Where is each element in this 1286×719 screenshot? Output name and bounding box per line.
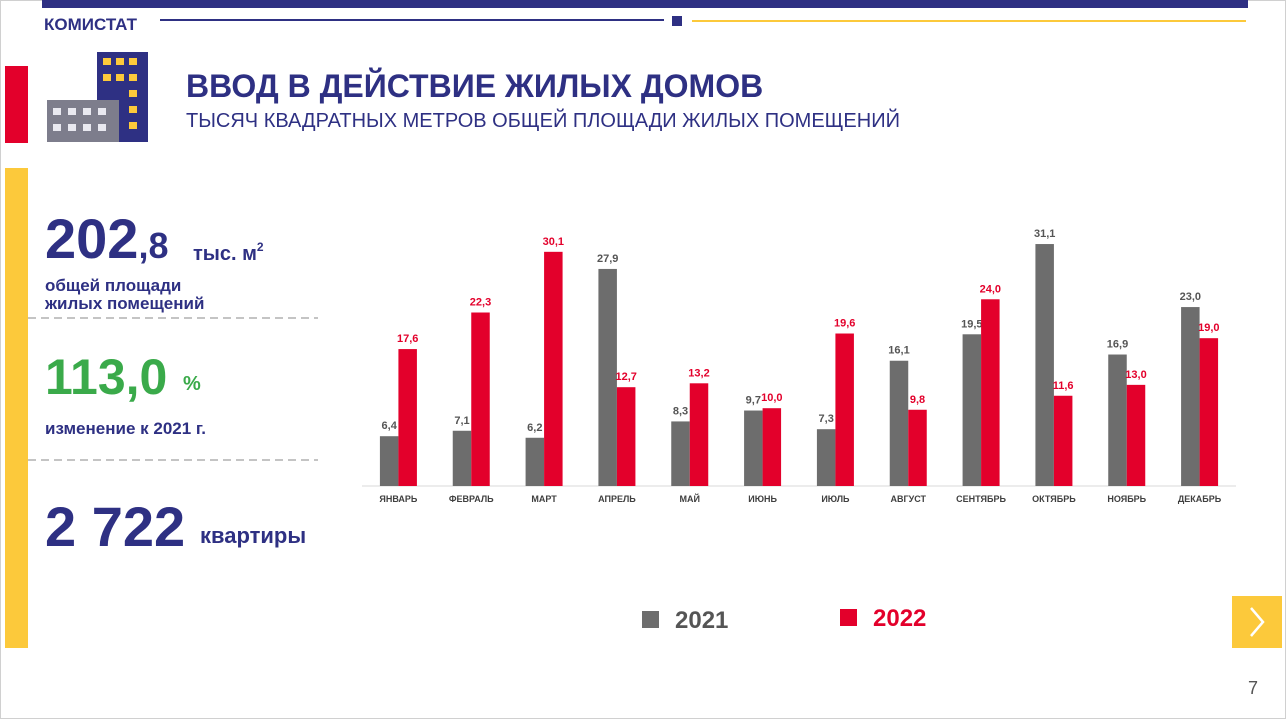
bar xyxy=(1035,244,1054,486)
value-label: 9,8 xyxy=(910,394,925,406)
value-label: 7,3 xyxy=(819,413,834,425)
x-tick-label: АВГУСТ xyxy=(891,494,927,504)
value-label: 11,6 xyxy=(1053,380,1074,392)
top-bar xyxy=(42,0,1248,8)
bar xyxy=(816,429,836,486)
value-label: 16,9 xyxy=(1107,339,1128,351)
x-tick-label: ОКТЯБРЬ xyxy=(1032,494,1076,504)
bar xyxy=(525,437,545,486)
value-label: 17,6 xyxy=(397,333,418,345)
bar xyxy=(598,268,617,486)
value-label: 24,0 xyxy=(980,283,1001,295)
next-arrow xyxy=(1250,607,1265,637)
kpi-label: общей площади xyxy=(45,276,181,295)
side-bar xyxy=(5,168,28,648)
kpi-unit: % xyxy=(183,373,201,395)
kpi-value: 2 722 xyxy=(45,495,185,558)
value-label: 19,0 xyxy=(1198,322,1219,334)
kpi-value: 113,0 xyxy=(45,349,167,405)
legend-label: 2022 xyxy=(873,605,926,632)
bar xyxy=(544,251,563,486)
kpi-unit: квартиры xyxy=(200,523,306,548)
x-tick-label: МАРТ xyxy=(531,494,557,504)
value-label: 27,9 xyxy=(597,253,618,265)
x-tick-label: ДЕКАБРЬ xyxy=(1178,494,1222,504)
value-label: 19,6 xyxy=(834,318,855,330)
value-label: 8,3 xyxy=(673,405,688,417)
value-label: 7,1 xyxy=(454,415,469,427)
legend-swatch xyxy=(642,611,659,628)
page-number: 7 xyxy=(1248,678,1258,698)
bar xyxy=(1053,395,1073,486)
x-tick-label: ИЮЛЬ xyxy=(821,494,850,504)
x-tick-label: ЯНВАРЬ xyxy=(379,494,418,504)
value-label: 6,2 xyxy=(527,422,542,434)
x-tick-label: СЕНТЯБРЬ xyxy=(956,494,1006,504)
value-label: 23,0 xyxy=(1180,291,1201,303)
value-label: 12,7 xyxy=(615,371,636,383)
bar xyxy=(962,334,982,486)
value-label: 22,3 xyxy=(470,297,491,309)
bar xyxy=(671,421,690,486)
kpi-value: 202,8 xyxy=(45,207,168,270)
kpi-label: изменение к 2021 г. xyxy=(45,419,206,438)
value-label: 13,2 xyxy=(688,367,709,379)
bar xyxy=(1199,338,1219,486)
accent-block xyxy=(5,66,28,143)
value-label: 9,7 xyxy=(746,395,761,407)
value-label: 30,1 xyxy=(543,236,564,248)
bar xyxy=(379,436,399,486)
bar xyxy=(762,408,782,486)
kpi-unit: тыс. м2 xyxy=(193,240,264,265)
x-tick-label: НОЯБРЬ xyxy=(1107,494,1146,504)
next-button[interactable] xyxy=(1232,596,1282,648)
bar xyxy=(471,312,490,486)
value-label: 31,1 xyxy=(1034,228,1055,240)
bar xyxy=(452,430,472,486)
value-label: 6,4 xyxy=(382,420,398,432)
x-tick-label: АПРЕЛЬ xyxy=(598,494,636,504)
value-label: 19,5 xyxy=(961,318,982,330)
value-label: 10,0 xyxy=(761,392,782,404)
subtitle: ТЫСЯЧ КВАДРАТНЫХ МЕТРОВ ОБЩЕЙ ПЛОЩАДИ ЖИ… xyxy=(186,108,900,132)
building-icon xyxy=(47,52,148,142)
bar xyxy=(1126,384,1146,486)
bar xyxy=(398,349,417,486)
bar xyxy=(689,383,709,486)
title: ВВОД В ДЕЙСТВИЕ ЖИЛЫХ ДОМОВ xyxy=(186,68,763,104)
x-tick-label: ИЮНЬ xyxy=(748,494,777,504)
x-tick-label: ФЕВРАЛЬ xyxy=(449,494,494,504)
bar xyxy=(889,360,909,486)
legend-swatch xyxy=(840,609,857,626)
bar xyxy=(616,387,636,486)
bar xyxy=(1181,307,1200,486)
legend-label: 2021 xyxy=(675,607,728,634)
bar xyxy=(835,333,854,486)
bar xyxy=(744,410,763,486)
value-label: 16,1 xyxy=(888,345,909,357)
bar xyxy=(981,299,1000,486)
bar xyxy=(1108,354,1127,486)
bar xyxy=(908,409,927,486)
kpi-label: жилых помещений xyxy=(44,294,204,313)
plot: ЯНВАРЬ 6,4 17,6 ФЕВРАЛЬ 7,1 22,3 МАРТ 6,2 30,1 АП… xyxy=(379,228,1221,504)
value-label: 13,0 xyxy=(1125,369,1146,381)
header-square xyxy=(672,16,682,26)
x-tick-label: МАЙ xyxy=(680,493,700,504)
brand: КОМИСТАТ xyxy=(44,15,138,34)
